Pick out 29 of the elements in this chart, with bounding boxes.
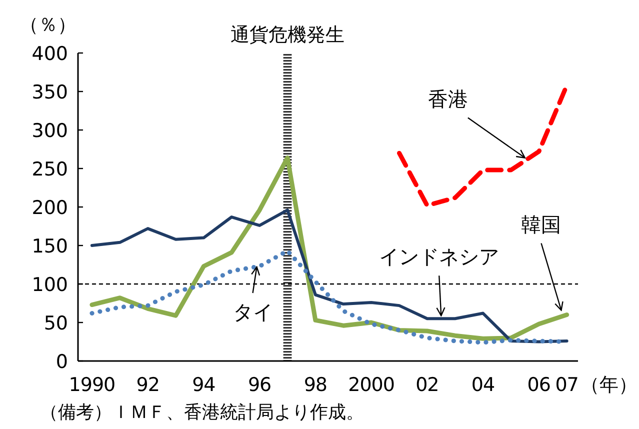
y-tick-label: 100: [32, 274, 68, 296]
y-tick-label: 150: [32, 236, 68, 258]
x-tick-label: 06: [527, 374, 550, 396]
y-tick-label: 350: [32, 82, 68, 104]
x-tick-label: 2000: [348, 374, 394, 396]
annotation: インドネシア: [379, 244, 500, 269]
band-label: 通貨危機発生: [230, 24, 344, 46]
annotation: タイ: [232, 300, 273, 324]
x-axis-title: （年）: [580, 374, 638, 396]
line-series: [90, 208, 568, 344]
y-axis-title: （％）: [20, 14, 76, 36]
annotation: 韓国: [521, 212, 562, 236]
y-tick-label: 50: [44, 312, 68, 334]
x-tick-label: 92: [136, 374, 160, 396]
annotation: 香港: [428, 86, 468, 111]
x-tick-label: 1990: [68, 374, 116, 396]
y-tick-label: 250: [32, 158, 68, 180]
x-tick-label: 96: [248, 374, 272, 396]
y-tick-label: 400: [32, 43, 68, 65]
text: （備考）ＩＭＦ、香港統計局より作成。: [40, 402, 364, 423]
x-tick-label: 07: [555, 374, 578, 396]
y-tick-label: 300: [32, 120, 68, 142]
line-series: [90, 155, 570, 341]
x-tick-label: 98: [304, 374, 328, 396]
y-tick-label: 0: [56, 351, 68, 373]
x-tick-label: 04: [471, 374, 496, 396]
x-tick-label: 02: [416, 374, 439, 396]
x-tick-label: 94: [192, 374, 216, 396]
y-tick-label: 200: [32, 197, 68, 219]
